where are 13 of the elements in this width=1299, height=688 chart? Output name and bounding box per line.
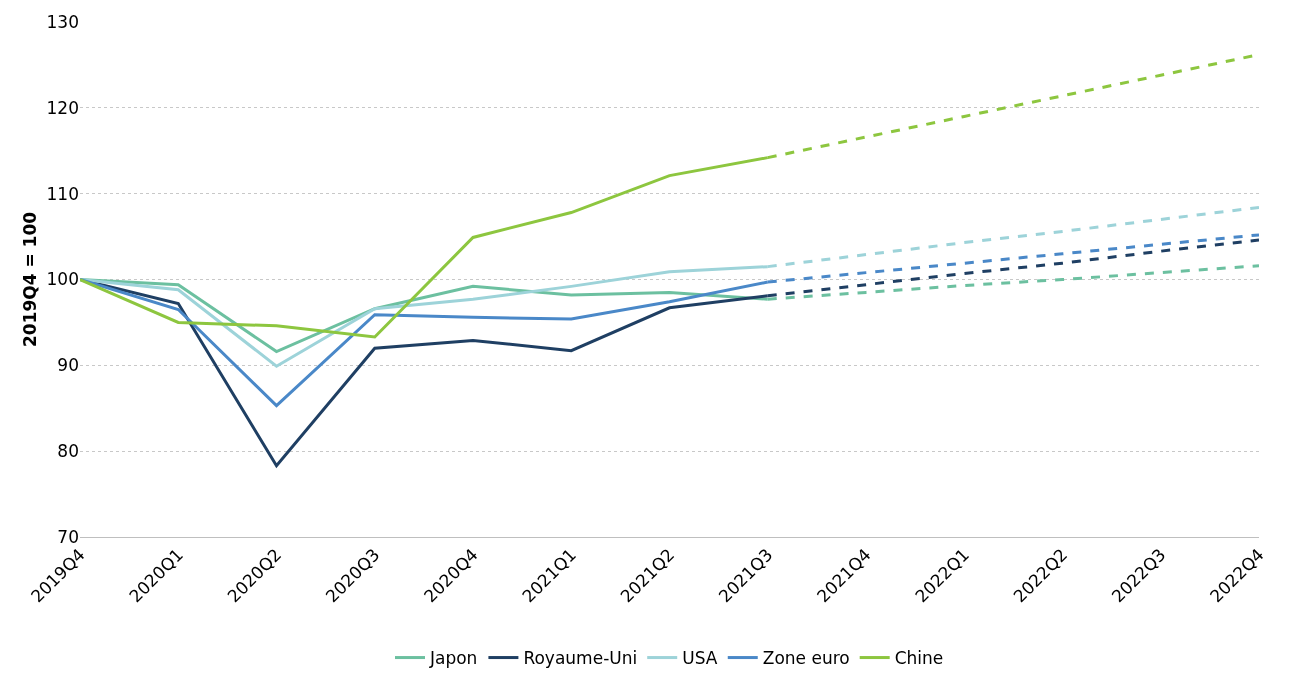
- y-tick-label: 120: [46, 97, 79, 118]
- legend-label: Chine: [894, 648, 944, 669]
- legend-label: USA: [682, 648, 718, 669]
- y-tick-label: 110: [46, 183, 79, 204]
- y-axis-title: 2019Q4 = 100: [20, 211, 40, 348]
- legend-label: Zone euro: [762, 648, 850, 669]
- y-tick-label: 90: [57, 355, 79, 376]
- legend-label: Japon: [429, 648, 478, 669]
- y-tick-label: 130: [46, 11, 79, 32]
- legend-label: Royaume-Uni: [523, 648, 638, 669]
- y-tick-label: 70: [57, 526, 79, 547]
- y-tick-label: 100: [46, 269, 79, 290]
- y-tick-label: 80: [57, 441, 79, 462]
